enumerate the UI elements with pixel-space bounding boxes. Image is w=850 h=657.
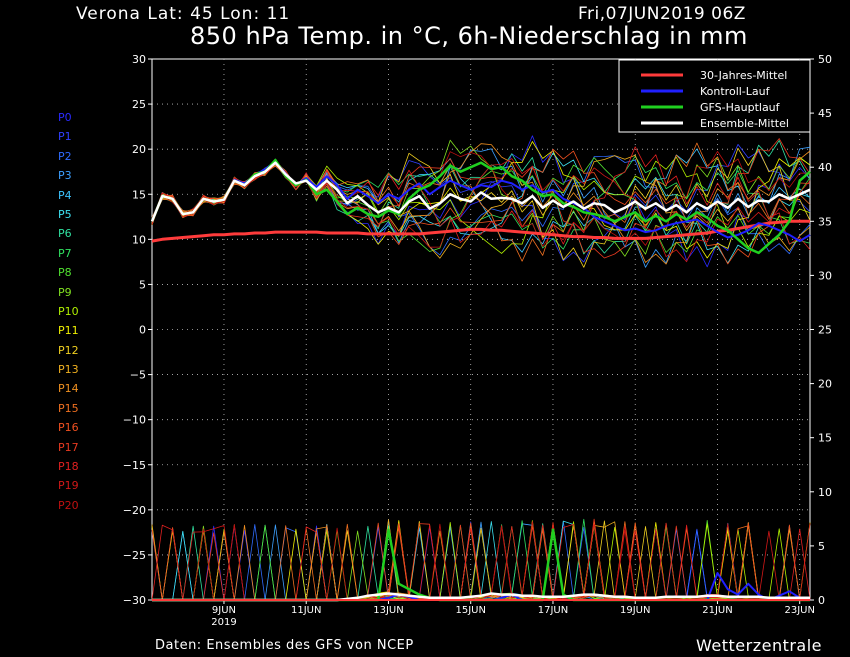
y-left-tick-label: 25 <box>132 98 146 111</box>
x-tick-sublabel: 2019 <box>211 617 236 628</box>
y-right-tick-label: 15 <box>818 432 832 445</box>
chart-title: 850 hPa Temp. in °C, 6h-Niederschlag in … <box>190 22 748 50</box>
member-label: P4 <box>58 188 72 202</box>
member-label: P18 <box>58 460 79 474</box>
member-label: P3 <box>58 169 72 183</box>
x-tick-label: 23JUN <box>784 605 814 616</box>
member-label: P15 <box>58 401 79 415</box>
legend-label: Ensemble-Mittel <box>700 117 789 130</box>
y-right-tick-label: 40 <box>818 161 832 174</box>
data-source-label: Daten: Ensembles des GFS von NCEP <box>155 638 414 653</box>
y-left-tick-label: −25 <box>123 549 146 562</box>
location-label: Verona Lat: 45 Lon: 11 <box>76 4 291 24</box>
climatology-line <box>151 219 810 243</box>
y-right-tick-label: 25 <box>818 324 832 337</box>
y-left-tick-label: 20 <box>132 143 146 156</box>
y-right-tick-label: 35 <box>818 215 832 228</box>
member-temp-line <box>151 146 811 251</box>
member-label: P1 <box>58 130 72 144</box>
y-right-tick-label: 0 <box>818 594 825 607</box>
plot-frame <box>151 58 811 601</box>
x-tick-label: 11JUN <box>291 605 321 616</box>
member-label: P5 <box>58 207 72 221</box>
member-label: P6 <box>58 227 72 241</box>
legend-label: 30-Jahres-Mittel <box>700 69 787 82</box>
x-tick-label: 21JUN <box>702 605 732 616</box>
x-tick-label: 9JUN <box>212 605 236 616</box>
member-label: P11 <box>58 324 79 338</box>
y-right-tick-label: 10 <box>818 486 832 499</box>
member-label: P9 <box>58 285 72 299</box>
ensemble-mean-line <box>150 161 811 222</box>
y-left-tick-label: −20 <box>123 504 146 517</box>
member-label: P14 <box>58 382 79 396</box>
y-left-tick-label: 5 <box>139 278 146 291</box>
y-left-tick-label: 30 <box>132 53 146 66</box>
member-label: P12 <box>58 343 79 357</box>
member-label: P16 <box>58 421 79 435</box>
y-left-tick-label: 10 <box>132 233 146 246</box>
y-right-tick-label: 50 <box>818 53 832 66</box>
member-temp-line <box>151 139 811 257</box>
member-label: P7 <box>58 246 72 260</box>
y-right-tick-label: 5 <box>818 540 825 553</box>
legend-label: GFS-Hauptlauf <box>700 101 781 114</box>
member-temp-line <box>151 138 811 259</box>
member-label: P2 <box>58 149 72 163</box>
member-label: P0 <box>58 111 72 124</box>
x-tick-label: 19JUN <box>620 605 650 616</box>
y-left-tick-label: −5 <box>130 369 146 382</box>
y-left-tick-label: −10 <box>123 414 146 427</box>
y-left-tick-label: 15 <box>132 188 146 201</box>
member-temp-line <box>151 158 811 263</box>
legend-box <box>618 59 811 133</box>
y-left-tick-label: 0 <box>139 324 146 337</box>
control-run-line <box>151 160 811 243</box>
x-tick-label: 15JUN <box>455 605 485 616</box>
x-tick-label: 13JUN <box>373 605 403 616</box>
member-label: P8 <box>58 266 72 280</box>
member-label: P19 <box>58 479 79 493</box>
member-label: P20 <box>58 498 79 512</box>
member-label: P17 <box>58 440 79 454</box>
run-date-label: Fri,07JUN2019 06Z <box>578 4 746 24</box>
legend-label: Kontroll-Lauf <box>700 85 771 98</box>
member-label: P13 <box>58 363 79 377</box>
brand-label: Wetterzentrale <box>696 636 823 655</box>
ensemble-member-list: P0 P1 P2 P3 P4 P5 P6 P7 P8 P9 P10 P11 P12 P13 P14 P15 P1… <box>58 108 79 515</box>
y-left-tick-label: −30 <box>123 594 146 607</box>
y-left-tick-label: −15 <box>123 459 146 472</box>
x-tick-label: 17JUN <box>538 605 568 616</box>
y-right-tick-label: 20 <box>818 378 832 391</box>
y-right-tick-label: 45 <box>818 107 832 120</box>
y-right-tick-label: 30 <box>818 269 832 282</box>
member-label: P10 <box>58 304 79 318</box>
